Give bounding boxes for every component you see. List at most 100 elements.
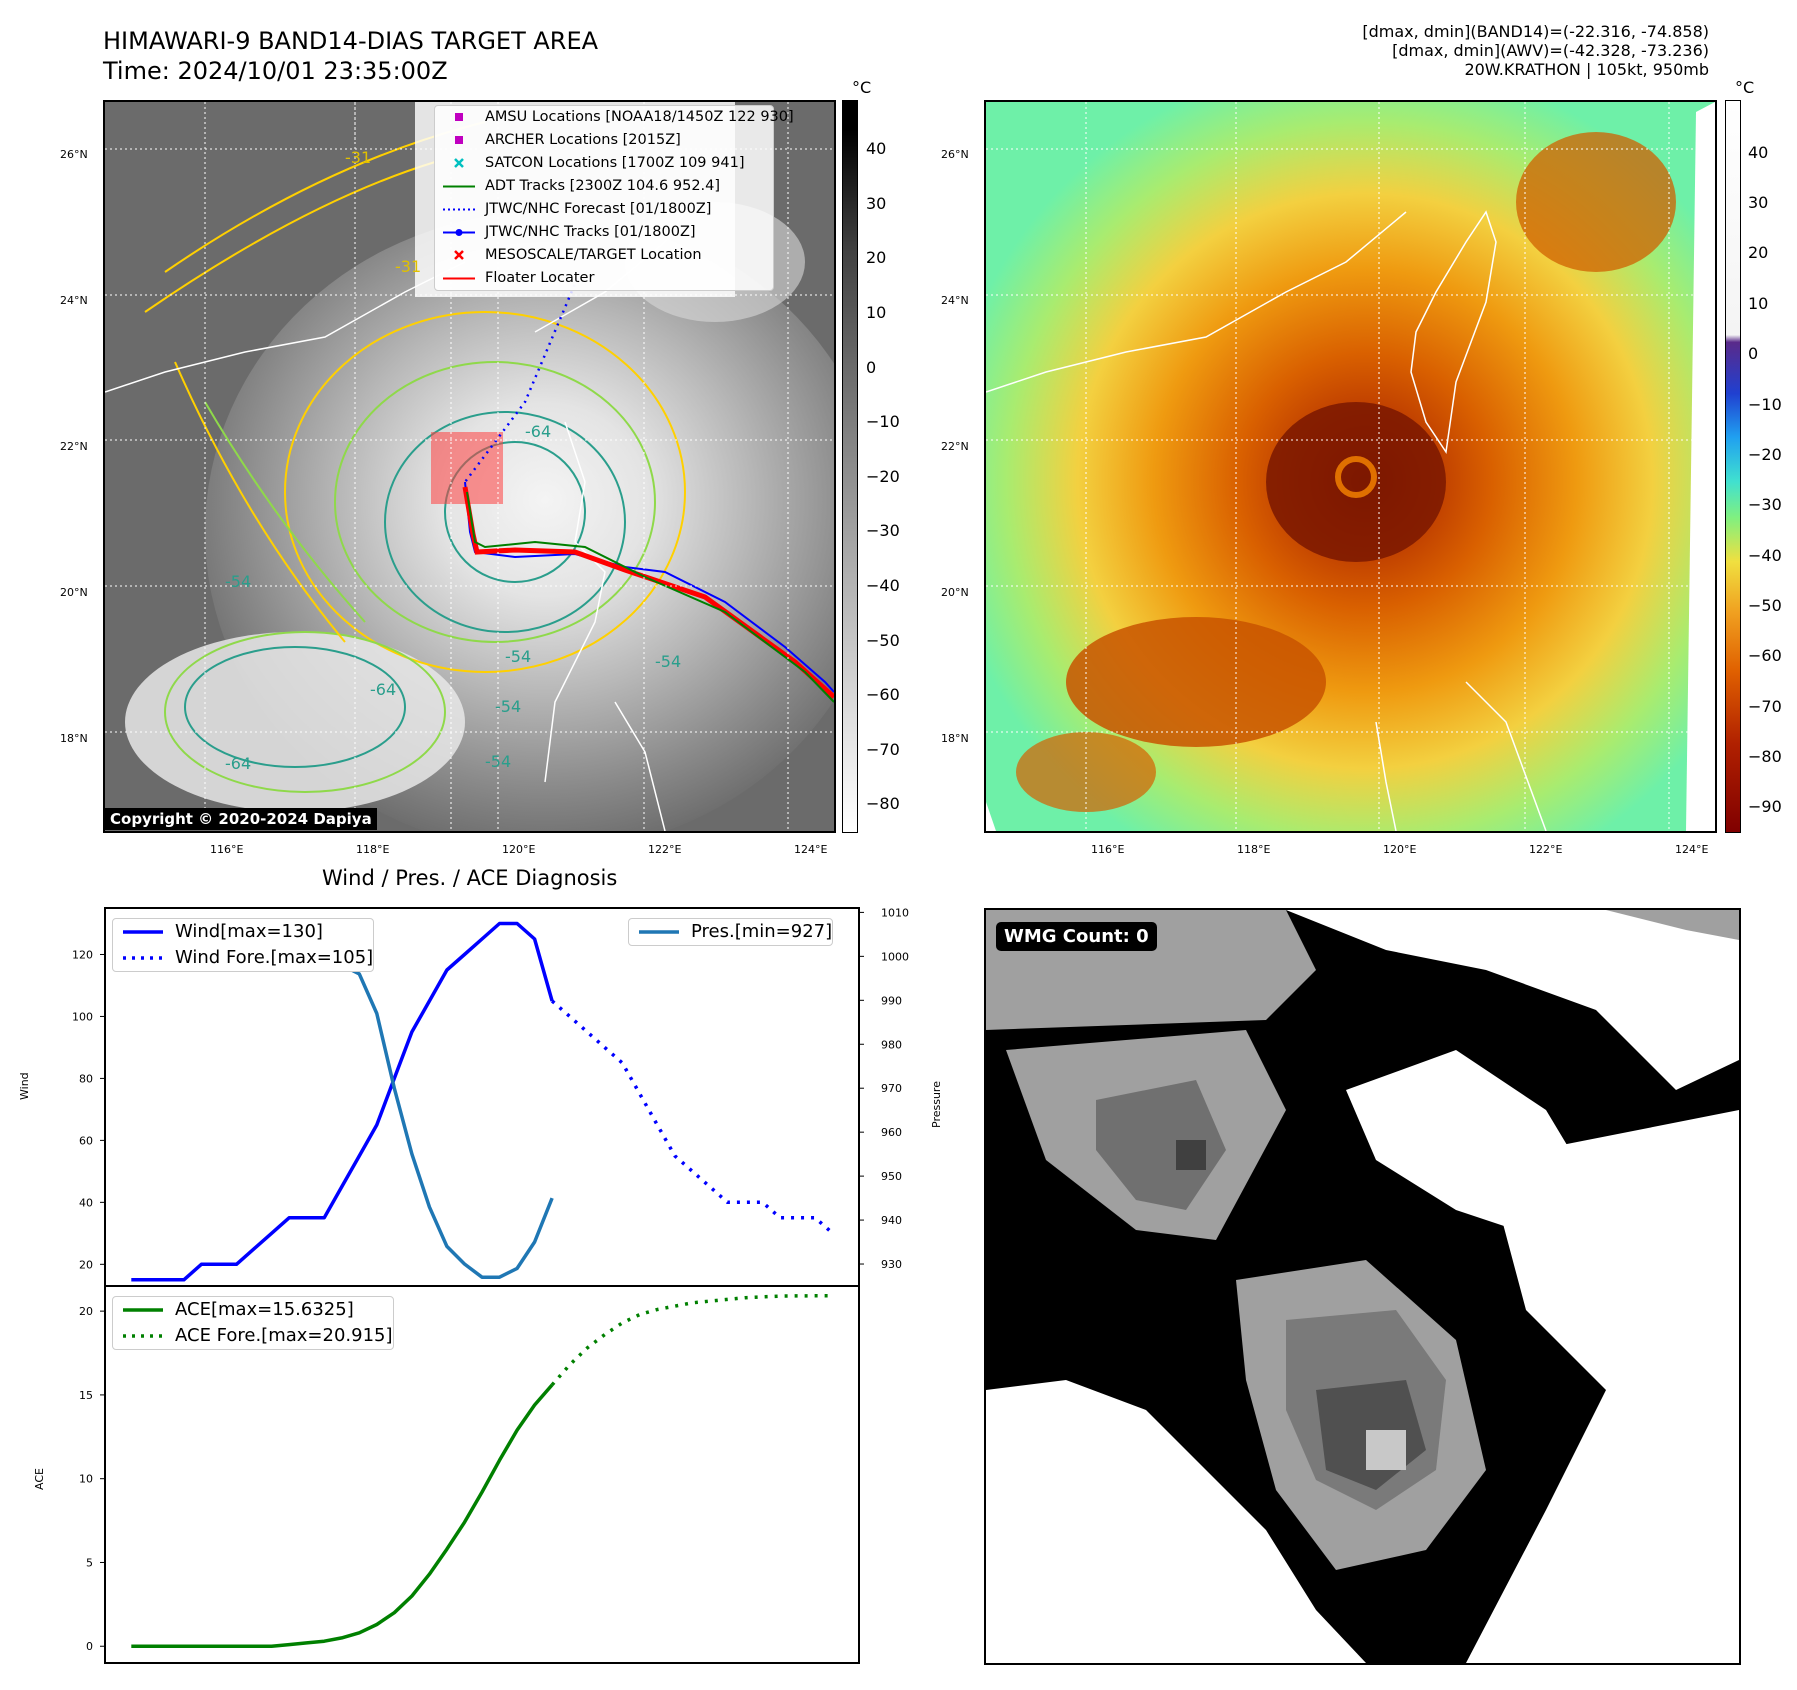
- legend-item-mesoscale: MESOSCALE/TARGET Location: [435, 244, 773, 267]
- pressure-axis-tick-label: 960: [881, 1126, 902, 1139]
- right-colorbar-tick: −20: [1748, 444, 1782, 464]
- stats-info: [dmax, dmin](BAND14)=(-22.316, -74.858) …: [1362, 22, 1709, 79]
- wind-forecast-line: [550, 999, 834, 1235]
- left-colorbar-tick: −60: [866, 685, 900, 705]
- ace-series-line: [131, 1383, 554, 1648]
- contour-label: -31: [395, 257, 422, 276]
- diagnosis-chart: 2040608010012093094095096097098099010001…: [72, 906, 909, 1664]
- lat-tick: 18°N: [941, 732, 969, 745]
- right-colorbar-tick: −40: [1748, 545, 1782, 565]
- lat-tick: 22°N: [60, 440, 88, 453]
- wmg-panel: WMG Count: 0: [984, 908, 1741, 1665]
- right-colorbar-tick: 30: [1748, 193, 1769, 213]
- left-colorbar-unit: °C: [852, 78, 872, 97]
- contour-label: -64: [225, 754, 252, 773]
- pressure-axis-tick-label: 940: [881, 1214, 902, 1227]
- pressure-axis-tick-label: 930: [881, 1258, 902, 1271]
- left-colorbar-tick: −80: [866, 794, 900, 814]
- wind-series-line: [131, 921, 554, 1282]
- legend-wind: Wind[max=130]: [123, 921, 323, 942]
- legend-item-jtwc-forecast: JTWC/NHC Forecast [01/1800Z]: [443, 201, 712, 217]
- legend-wind-forecast: Wind Fore.[max=105]: [123, 947, 374, 968]
- wind-axis-tick-label: 100: [72, 1010, 93, 1023]
- legend-item-jtwc-tracks: JTWC/NHC Tracks [01/1800Z]: [435, 221, 773, 244]
- ace-axis-label: ACE: [33, 1468, 46, 1490]
- left-colorbar-tick: −30: [866, 521, 900, 541]
- left-colorbar-tick: 10: [866, 302, 887, 322]
- ace-axis-tick-label: 0: [86, 1640, 93, 1653]
- band14-stats: [dmax, dmin](BAND14)=(-22.316, -74.858): [1362, 22, 1709, 41]
- legend-item-floater: Floater Locater: [443, 270, 595, 286]
- right-colorbar-tick: −50: [1748, 595, 1782, 615]
- right-colorbar-tick: −30: [1748, 495, 1782, 515]
- contour-label: -54: [495, 697, 522, 716]
- lat-tick: 22°N: [941, 440, 969, 453]
- right-colorbar-tick: −90: [1748, 797, 1782, 817]
- lon-tick: 122°E: [648, 843, 682, 856]
- lon-tick: 124°E: [1675, 843, 1709, 856]
- right-colorbar-tick: 20: [1748, 243, 1769, 263]
- legend-pressure: Pres.[min=927]: [639, 921, 833, 942]
- left-colorbar-tick: 0: [866, 357, 877, 377]
- wmg-imagery: [986, 910, 1739, 1663]
- legend-item-satcon: SATCON Locations [1700Z 109 941]: [435, 152, 773, 175]
- ir-color-imagery: [986, 102, 1715, 831]
- wind-axis-tick-label: 80: [79, 1072, 93, 1085]
- ace-axis-tick-label: 15: [79, 1389, 93, 1402]
- lon-tick: 122°E: [1529, 843, 1563, 856]
- contour-label: -31: [345, 148, 372, 167]
- map-legend: AMSU Locations [NOAA18/1450Z 122 930] AR…: [434, 105, 794, 291]
- lat-tick: 24°N: [941, 294, 969, 307]
- figure-time: Time: 2024/10/01 23:35:00Z: [103, 57, 448, 85]
- wind-axis-tick-label: 20: [79, 1258, 93, 1271]
- pressure-axis-tick-label: 980: [881, 1038, 902, 1051]
- lat-tick: 24°N: [60, 294, 88, 307]
- lon-tick: 118°E: [1237, 843, 1271, 856]
- left-colorbar-tick: −50: [866, 630, 900, 650]
- right-colorbar-tick: −80: [1748, 747, 1782, 767]
- contour-label: -54: [655, 652, 682, 671]
- legend-ace: ACE[max=15.6325]: [123, 1299, 354, 1320]
- lon-tick: 118°E: [356, 843, 390, 856]
- awv-stats: [dmax, dmin](AWV)=(-42.328, -73.236): [1392, 41, 1709, 60]
- legend-ace-forecast: ACE Fore.[max=20.915]: [123, 1325, 393, 1346]
- pressure-axis-tick-label: 1010: [881, 906, 909, 919]
- right-colorbar-tick: 0: [1748, 344, 1759, 364]
- pressure-axis-tick-label: 1000: [881, 950, 909, 963]
- ace-axis-tick-label: 10: [79, 1473, 93, 1486]
- right-colorbar-tick: −10: [1748, 394, 1782, 414]
- left-colorbar-tick: −40: [866, 575, 900, 595]
- pressure-axis-label: Pressure: [930, 1081, 943, 1128]
- pressure-series-line: [166, 919, 554, 1279]
- wind-axis-label: Wind: [18, 1072, 31, 1100]
- left-colorbar-tick: −10: [866, 412, 900, 432]
- figure-title: HIMAWARI-9 BAND14-DIAS TARGET AREA: [103, 27, 599, 55]
- storm-info: 20W.KRATHON | 105kt, 950mb: [1464, 60, 1709, 79]
- legend-item-amsu: AMSU Locations [NOAA18/1450Z 122 930]: [435, 106, 794, 129]
- contour-label: -64: [525, 422, 552, 441]
- ace-panel-frame: [104, 1285, 860, 1664]
- left-colorbar-tick: −70: [866, 739, 900, 759]
- copyright-label: Copyright © 2020-2024 Dapiya: [105, 808, 377, 830]
- left-colorbar-tick: 20: [866, 248, 887, 268]
- lat-tick: 26°N: [941, 148, 969, 161]
- legend-item-archer: ARCHER Locations [2015Z]: [435, 129, 773, 152]
- ace-legend: ACE[max=15.6325] ACE Fore.[max=20.915]: [112, 1296, 394, 1350]
- contour-label: -54: [505, 647, 532, 666]
- lon-tick: 124°E: [794, 843, 828, 856]
- lat-tick: 20°N: [941, 586, 969, 599]
- left-colorbar-tick: 40: [866, 139, 887, 159]
- ir-color-map: [984, 100, 1717, 833]
- right-colorbar-tick: 40: [1748, 142, 1769, 162]
- contour-label: -54: [225, 572, 252, 591]
- ir-bw-map: AMSU Locations [NOAA18/1450Z 122 930] AR…: [103, 100, 836, 833]
- lat-tick: 18°N: [60, 732, 88, 745]
- right-colorbar-tick: 10: [1748, 293, 1769, 313]
- pressure-axis-tick-label: 970: [881, 1082, 902, 1095]
- left-colorbar-tick: 30: [866, 193, 887, 213]
- lat-tick: 26°N: [60, 148, 88, 161]
- wmg-count-label: WMG Count: 0: [996, 922, 1157, 951]
- lon-tick: 120°E: [502, 843, 536, 856]
- right-colorbar-unit: °C: [1735, 78, 1755, 97]
- contour-label: -54: [485, 752, 512, 771]
